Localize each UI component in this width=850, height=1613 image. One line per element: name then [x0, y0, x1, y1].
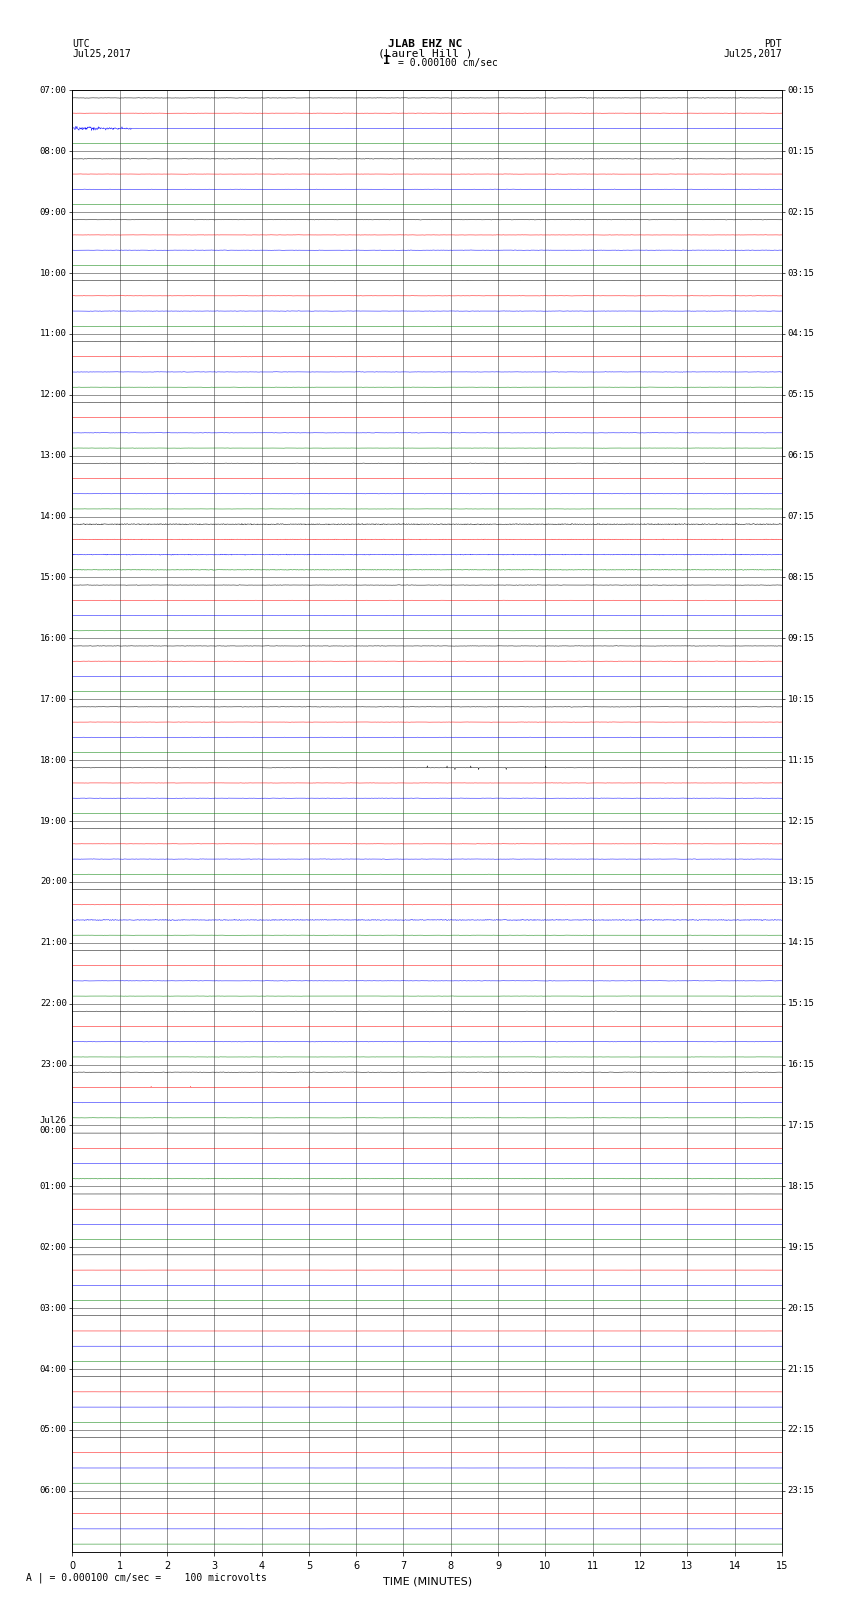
Text: Jul25,2017: Jul25,2017: [72, 48, 131, 58]
Text: (Laurel Hill ): (Laurel Hill ): [377, 48, 473, 58]
Text: PDT: PDT: [764, 39, 782, 50]
Text: Jul25,2017: Jul25,2017: [723, 48, 782, 58]
Text: = 0.000100 cm/sec: = 0.000100 cm/sec: [398, 58, 497, 68]
Text: UTC: UTC: [72, 39, 90, 50]
Text: I: I: [383, 53, 390, 66]
Text: JLAB EHZ NC: JLAB EHZ NC: [388, 39, 462, 50]
Text: A | = 0.000100 cm/sec =    100 microvolts: A | = 0.000100 cm/sec = 100 microvolts: [26, 1573, 266, 1584]
X-axis label: TIME (MINUTES): TIME (MINUTES): [382, 1576, 472, 1586]
